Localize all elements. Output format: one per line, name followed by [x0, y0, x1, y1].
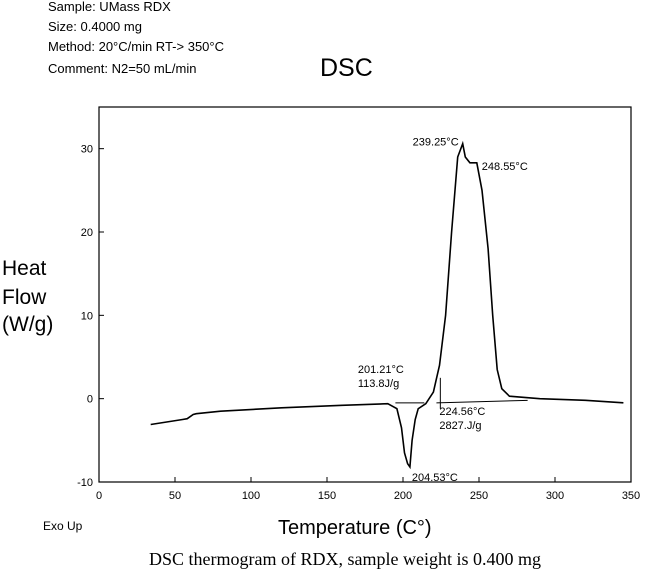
x-tick-label: 250: [470, 490, 488, 502]
x-tick-label: 100: [242, 490, 260, 502]
annotation-peak2-line-1: 248.55°C: [482, 161, 528, 173]
plot-frame: [98, 106, 632, 483]
x-tick-label: 200: [394, 490, 412, 502]
annotation-onset-line-1: 224.56°C: [439, 406, 485, 418]
y-tick-label: -10: [77, 477, 93, 489]
x-tick-label: 0: [96, 490, 102, 502]
annotation-melt-line-2: 113.8J/g: [358, 378, 399, 390]
figure-caption: DSC thermogram of RDX, sample weight is …: [149, 549, 541, 569]
x-tick-label: 350: [622, 490, 640, 502]
annotation-min-line-1: 204.53°C: [412, 472, 458, 484]
annotation-onset-line-2: 2827.J/g: [439, 420, 481, 432]
decomposition-baseline: [436, 399, 528, 404]
annotation-peak1-line-1: 239.25°C: [413, 137, 459, 149]
y-axis-label-line-1: Heat: [2, 257, 47, 280]
y-tick-label: 30: [81, 144, 93, 156]
sample-label: Sample: UMass RDX: [48, 0, 171, 14]
y-tick-label: 10: [81, 310, 93, 322]
annotation-melt-line-1: 201.21°C: [358, 364, 404, 376]
method-label: Method: 20°C/min RT-> 350°C: [48, 39, 224, 54]
x-tick-label: 50: [169, 490, 181, 502]
y-axis-label-line-2: Flow: [2, 286, 47, 309]
x-tick-label: 150: [318, 490, 336, 502]
y-tick-label: 0: [87, 394, 93, 406]
exo-up-label: Exo Up: [43, 519, 83, 533]
comment-label: Comment: N2=50 mL/min: [48, 61, 197, 76]
y-axis-label-line-3: (W/g): [2, 313, 54, 336]
x-axis-label: Temperature (C°): [278, 517, 432, 539]
heat-flow-curve: [150, 140, 624, 470]
x-tick-label: 300: [546, 490, 564, 502]
y-tick-label: 20: [81, 227, 93, 239]
size-label: Size: 0.4000 mg: [48, 19, 142, 34]
chart-title: DSC: [320, 54, 373, 82]
